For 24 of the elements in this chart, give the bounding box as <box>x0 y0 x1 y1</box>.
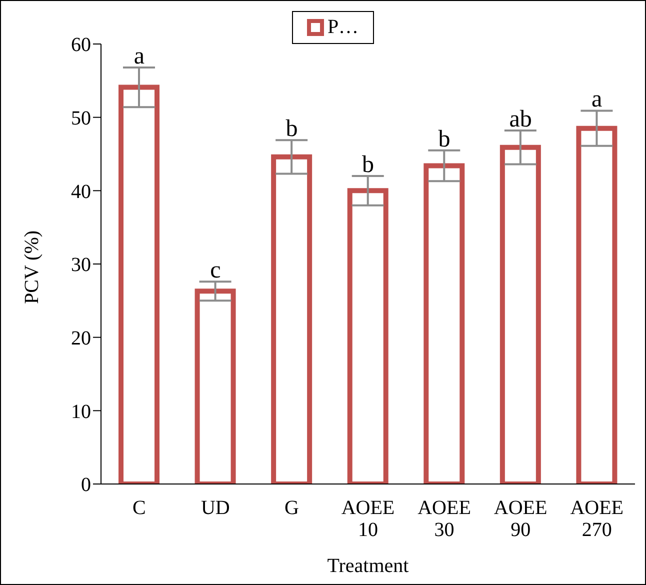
annotation: b <box>438 126 450 152</box>
x-tick-label: UD <box>200 497 230 519</box>
x-tick-label: C <box>132 497 146 519</box>
x-axis-title: Treatment <box>327 555 410 577</box>
y-tick-label: 0 <box>81 474 91 496</box>
annotation: a <box>592 86 603 113</box>
annotation: b <box>362 152 374 178</box>
y-tick-label: 50 <box>71 107 91 130</box>
y-tick-label: 30 <box>71 254 91 276</box>
annotation: a <box>134 43 145 70</box>
y-tick-label: 10 <box>71 400 91 423</box>
x-tick-label: AOEE 10 <box>341 497 395 541</box>
annotation: b <box>286 116 298 142</box>
x-tick-label: G <box>284 497 299 519</box>
y-axis-title: PCV (%) <box>21 230 44 304</box>
legend-label: P… <box>327 16 359 39</box>
y-tick-label: 40 <box>71 180 91 203</box>
y-tick-label: 60 <box>71 34 91 56</box>
annotation: c <box>210 258 221 284</box>
annotation: ab <box>509 106 532 133</box>
x-tick-label: AOEE 30 <box>418 497 471 541</box>
y-tick-label: 20 <box>71 327 91 350</box>
x-tick-label: AOEE 270 <box>570 497 624 541</box>
x-tick-label: AOEE 90 <box>494 497 548 541</box>
